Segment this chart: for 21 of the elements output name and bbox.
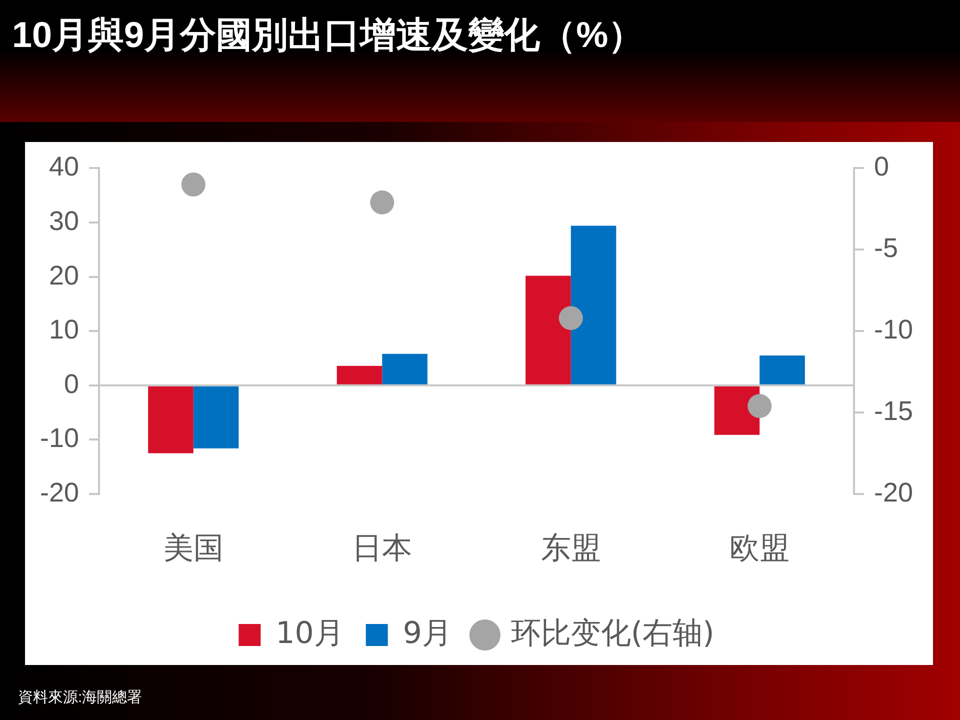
y2-tick-label: 0 [874, 152, 890, 182]
y2-tick-label: -10 [874, 314, 914, 345]
x-tick-label: 美国 [163, 530, 224, 566]
x-tick-label: 东盟 [540, 530, 601, 566]
y-tick-label: 0 [64, 368, 80, 399]
legend-label: 环比变化(右轴) [510, 616, 714, 651]
y-tick-label: 40 [48, 152, 80, 182]
legend-label: 10月 [276, 616, 344, 651]
chart-title: 10月與9月分國別出口增速及變化（%） [12, 13, 646, 57]
legend-label: 9月 [402, 616, 452, 651]
source-note: 資料來源:海關總署 [18, 688, 142, 707]
x-tick-label: 欧盟 [730, 530, 790, 566]
y2-tick-label: -15 [874, 396, 914, 426]
y-tick-label: 10 [48, 314, 80, 345]
y2-tick-label: -5 [874, 233, 898, 264]
y-tick-label: -20 [40, 477, 80, 508]
y-tick-label: 20 [48, 260, 80, 290]
y-tick-label: -10 [40, 423, 80, 454]
y-tick-label: 30 [48, 206, 80, 236]
y2-tick-label: -20 [874, 477, 914, 508]
x-tick-label: 日本 [352, 530, 412, 566]
